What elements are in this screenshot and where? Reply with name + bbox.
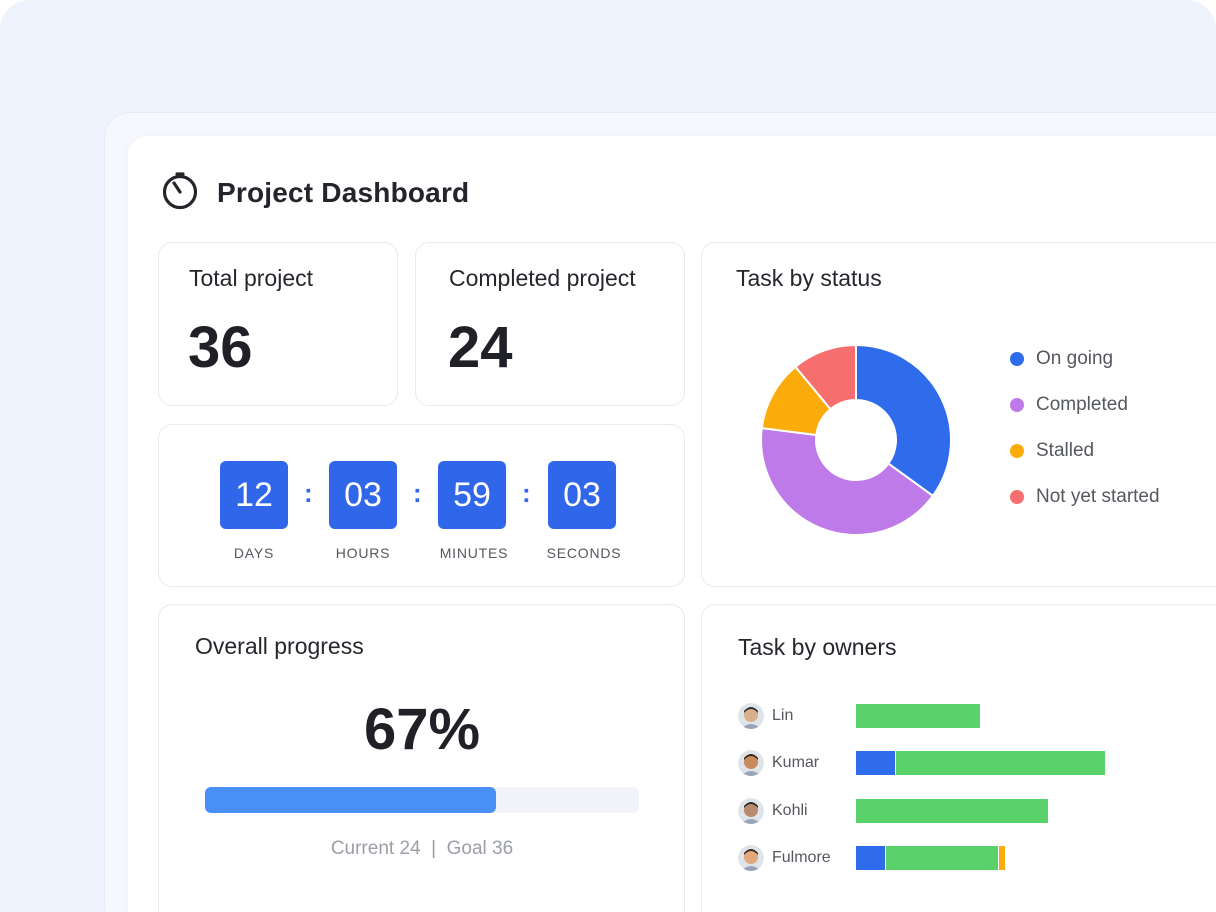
owner-bar-segment-orange[interactable] <box>998 845 1005 870</box>
total-project-label: Total project <box>189 265 314 291</box>
task-owners-title: Task by owners <box>738 634 897 660</box>
legend-dot <box>1010 444 1024 458</box>
owner-name: Lin <box>772 707 794 724</box>
countdown-days-label: DAYS <box>233 545 275 561</box>
completed-project-label: Completed project <box>449 265 636 291</box>
overall-progress-card <box>158 604 685 912</box>
countdown-hours: 03 <box>329 461 397 529</box>
owner-bar-segment-blue[interactable] <box>856 845 885 870</box>
owner-row[interactable]: Kohli <box>738 797 808 824</box>
legend-dot <box>1010 398 1024 412</box>
owner-bar-segment-green[interactable] <box>886 845 998 870</box>
countdown-seconds-label: SECONDS <box>546 545 622 561</box>
total-project-value: 36 <box>188 315 253 380</box>
legend-label: Not yet started <box>1036 486 1160 507</box>
overall-progress-percent: 67% <box>363 697 481 762</box>
owner-bar-segment-green[interactable] <box>856 798 1048 823</box>
progress-bar-track <box>205 787 639 813</box>
legend-label: Completed <box>1036 394 1128 415</box>
avatar <box>738 844 764 871</box>
page-header: Project Dashboard <box>161 171 470 215</box>
legend-label: On going <box>1036 348 1114 369</box>
owner-bar-segment-green[interactable] <box>896 751 1105 776</box>
legend-item: Stalled <box>1010 440 1094 462</box>
overall-progress-title: Overall progress <box>195 633 364 659</box>
task-status-title: Task by status <box>736 265 882 291</box>
task-status-donut-chart <box>760 343 952 536</box>
countdown-seconds: 03 <box>548 461 616 529</box>
donut-slice-not-yet-started[interactable] <box>794 343 857 411</box>
legend-item: On going <box>1010 348 1113 370</box>
legend-label: Stalled <box>1036 440 1095 461</box>
donut-slice-on-going[interactable] <box>855 343 952 498</box>
owner-row[interactable]: Kumar <box>738 750 820 777</box>
legend-dot <box>1010 352 1024 366</box>
owner-row[interactable]: Lin <box>738 703 793 729</box>
countdown-days: 12 <box>220 461 288 529</box>
owner-name: Fulmore <box>772 848 831 866</box>
countdown-minutes-label: MINUTES <box>439 545 509 561</box>
avatar <box>738 797 764 824</box>
owner-name: Kohli <box>772 801 808 819</box>
countdown-hours-label: HOURS <box>335 545 391 561</box>
total-project-card[interactable] <box>158 242 398 406</box>
progress-bar-fill <box>205 787 496 813</box>
owner-bar-segment-green[interactable] <box>856 704 980 728</box>
countdown-separator: : <box>413 478 422 508</box>
avatar <box>738 750 764 777</box>
avatar <box>738 703 764 729</box>
legend-dot <box>1010 490 1024 504</box>
countdown-separator: : <box>304 478 313 508</box>
progress-caption: Current 24 | Goal 36 <box>330 838 514 859</box>
page-title: Project Dashboard <box>217 177 470 208</box>
countdown-separator: : <box>522 478 531 508</box>
donut-slice-completed[interactable] <box>760 426 935 536</box>
owner-name: Kumar <box>772 754 820 772</box>
countdown-minutes: 59 <box>438 461 506 529</box>
owner-row[interactable]: Fulmore <box>738 844 831 871</box>
legend-item: Completed <box>1010 394 1128 416</box>
legend-item: Not yet started <box>1010 486 1160 508</box>
stopwatch-icon <box>161 171 199 215</box>
completed-project-value: 24 <box>448 315 513 380</box>
completed-project-card[interactable] <box>415 242 685 406</box>
owner-bar-segment-blue[interactable] <box>856 751 895 776</box>
